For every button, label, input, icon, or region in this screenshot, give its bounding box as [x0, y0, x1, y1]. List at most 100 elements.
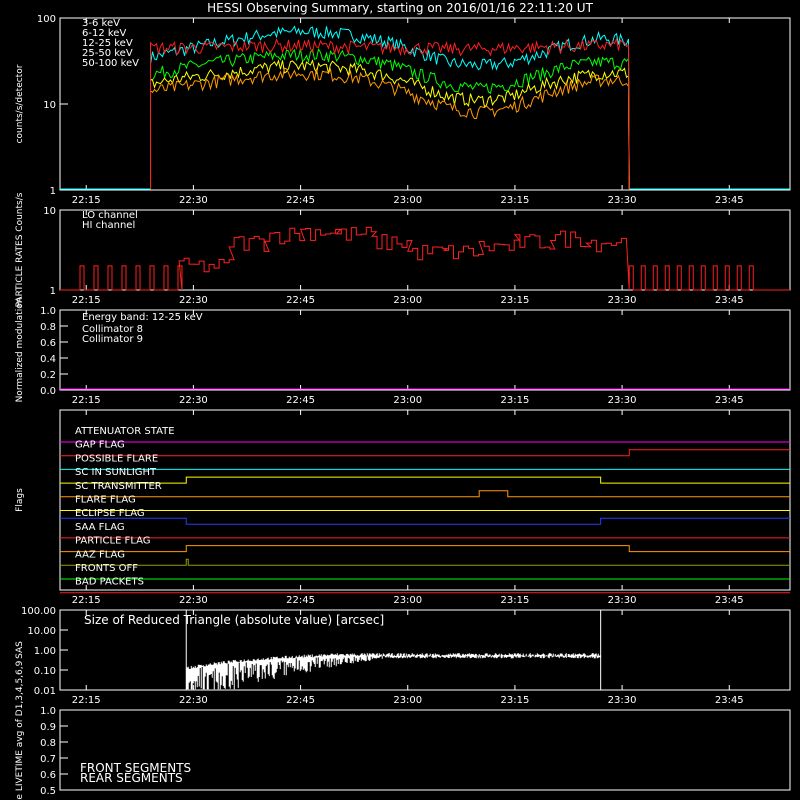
x-tick-label-0-2: 22:45	[286, 195, 315, 206]
flag-line-4	[60, 490, 790, 498]
x-tick-label-0-4: 23:15	[501, 195, 530, 206]
flag-label-4: SC TRANSMITTER	[75, 481, 162, 492]
sas-series-line	[185, 610, 602, 690]
x-tick-label-1-2: 22:45	[286, 295, 315, 306]
y-tick-label-5-1: 0.6	[40, 770, 56, 781]
flag-line-1	[60, 449, 790, 457]
legend-0-4: 50-100 keV	[82, 58, 139, 69]
legend-0-2: 12-25 keV	[82, 38, 133, 49]
legend-0-1: 6-12 keV	[82, 28, 126, 39]
y-tick-label-0-0: 1	[50, 186, 56, 197]
flag-label-1: GAP FLAG	[75, 440, 125, 451]
y-tick-label-2-0: 0.0	[40, 386, 56, 397]
livetime-legend-1: REAR SEGMENTS	[80, 771, 183, 785]
y-tick-label-5-2: 0.7	[40, 754, 56, 765]
panel-frame-1	[59, 209, 791, 291]
legend-0-0: 3-6 keV	[82, 18, 120, 29]
x-tick-label-1-1: 22:30	[179, 295, 208, 306]
x-tick-label-4-3: 23:00	[393, 695, 422, 706]
y-tick-label-5-4: 0.9	[40, 722, 56, 733]
x-tick-label-4-6: 23:45	[715, 695, 744, 706]
flag-label-5: FLARE FLAG	[75, 495, 136, 506]
y-tick-label-2-2: 0.4	[40, 354, 56, 365]
y-axis-label-5: Mon. Rate LIVETIME avg of D1,3,4,5,6,9	[15, 660, 25, 800]
x-tick-label-3-3: 23:00	[393, 595, 422, 606]
y-tick-label-5-5: 1.0	[40, 706, 56, 717]
legend-2-0: Collimator 8	[82, 324, 143, 335]
particle-hi-line	[60, 226, 790, 291]
x-tick-label-0-3: 23:00	[393, 195, 422, 206]
panel-frame-3	[59, 409, 791, 591]
y-tick-label-4-3: 10.00	[27, 626, 56, 637]
flag-label-0: ATTENUATOR STATE	[75, 426, 175, 437]
modulation-annotation: Energy band: 12-25 keV	[82, 312, 203, 323]
x-tick-label-4-5: 23:30	[608, 695, 637, 706]
x-tick-label-3-2: 22:45	[286, 595, 315, 606]
series-line-0	[149, 36, 630, 190]
x-tick-label-3-4: 23:15	[501, 595, 530, 606]
y-tick-label-5-0: 0.5	[40, 786, 56, 797]
legend-1-1: HI channel	[82, 220, 135, 231]
series-line-1	[149, 67, 630, 190]
legend-1-0: LO channel	[82, 210, 138, 221]
y-tick-label-2-5: 1.0	[40, 306, 56, 317]
x-tick-label-2-4: 23:15	[501, 395, 530, 406]
x-tick-label-3-0: 22:15	[72, 595, 101, 606]
x-tick-label-1-4: 23:15	[501, 295, 530, 306]
x-tick-label-1-6: 23:45	[715, 295, 744, 306]
figure-title: HESSI Observing Summary, starting on 201…	[207, 1, 593, 15]
y-tick-label-4-1: 0.10	[34, 666, 56, 677]
panel-frame-5	[59, 709, 791, 791]
x-tick-label-3-5: 23:30	[608, 595, 637, 606]
flag-label-10: FRONTS OFF	[75, 563, 138, 574]
flag-line-8	[60, 545, 790, 553]
series-line-4	[149, 25, 630, 190]
y-tick-label-0-1: 10	[43, 100, 56, 111]
x-tick-label-2-3: 23:00	[393, 395, 422, 406]
x-tick-label-4-2: 22:45	[286, 695, 315, 706]
y-axis-label-2: Normalized modulation	[15, 298, 25, 403]
y-axis-label-1: PARTICLE RATES Counts/s	[15, 192, 25, 307]
x-tick-label-0-1: 22:30	[179, 195, 208, 206]
flag-line-9	[60, 558, 790, 566]
flag-label-6: ECLIPSE FLAG	[75, 508, 145, 519]
flag-label-7: SAA FLAG	[75, 522, 125, 533]
x-tick-label-1-5: 23:30	[608, 295, 637, 306]
y-axis-label-3: Flags	[15, 488, 25, 512]
y-tick-label-0-2: 100	[37, 14, 56, 25]
y-tick-label-4-2: 1.00	[34, 646, 56, 657]
y-tick-label-1-0: 1	[50, 286, 56, 297]
y-tick-label-5-3: 0.8	[40, 738, 56, 749]
x-tick-label-2-6: 23:45	[715, 395, 744, 406]
x-tick-label-2-1: 22:30	[179, 395, 208, 406]
x-tick-label-0-5: 23:30	[608, 195, 637, 206]
y-tick-label-2-3: 0.6	[40, 338, 56, 349]
x-tick-label-1-3: 23:00	[393, 295, 422, 306]
y-tick-label-4-4: 100.00	[21, 606, 56, 617]
y-axis-label-4: SAS	[15, 641, 25, 659]
x-tick-label-4-4: 23:15	[501, 695, 530, 706]
x-tick-label-0-6: 23:45	[715, 195, 744, 206]
flag-line-6	[60, 517, 790, 525]
x-tick-label-1-0: 22:15	[72, 295, 101, 306]
series-line-3	[149, 48, 630, 190]
flag-label-3: SC IN SUNLIGHT	[75, 467, 157, 478]
flag-label-9: AAZ FLAG	[75, 549, 125, 560]
x-tick-label-2-5: 23:30	[608, 395, 637, 406]
legend-2-1: Collimator 9	[82, 334, 143, 345]
x-tick-label-2-2: 22:45	[286, 395, 315, 406]
y-tick-label-2-1: 0.2	[40, 370, 56, 381]
y-tick-label-1-1: 10	[43, 206, 56, 217]
panel-frame-0	[59, 17, 791, 191]
x-tick-label-4-1: 22:30	[179, 695, 208, 706]
y-tick-label-4-0: 0.01	[34, 686, 56, 697]
flag-line-3	[60, 476, 790, 484]
flag-label-2: POSSIBLE FLARE	[75, 453, 158, 464]
x-tick-label-3-1: 22:30	[179, 595, 208, 606]
legend-0-3: 25-50 keV	[82, 48, 133, 59]
x-tick-label-3-6: 23:45	[715, 595, 744, 606]
flag-label-11: BAD PACKETS	[75, 577, 144, 588]
x-tick-label-2-0: 22:15	[72, 395, 101, 406]
